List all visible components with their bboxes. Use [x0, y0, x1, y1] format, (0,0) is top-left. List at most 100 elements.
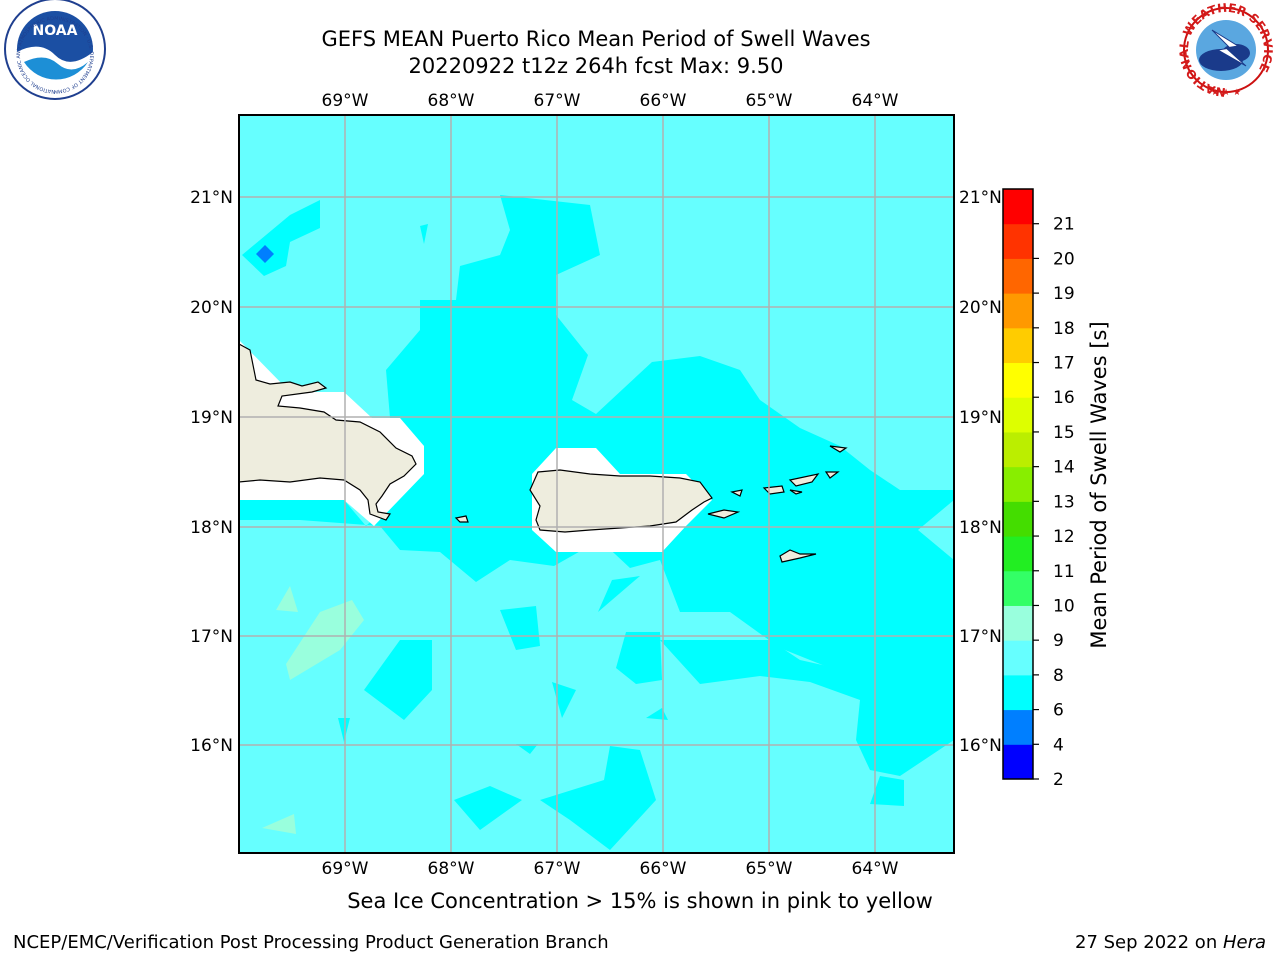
colorbar-swatch [1003, 536, 1033, 572]
contour-region-nw2 [420, 224, 428, 244]
colorbar-swatch [1003, 397, 1033, 433]
colorbar-swatch [1003, 640, 1033, 676]
lat-label-right: 17°N [959, 627, 1002, 647]
run-host-name: Hera [1222, 932, 1266, 953]
contour-region-small5 [338, 718, 350, 742]
lon-label-top: 66°W [640, 91, 687, 111]
lat-label-right: 19°N [959, 408, 1002, 428]
lon-label-top: 67°W [534, 91, 581, 111]
colorbar-swatch [1003, 362, 1033, 398]
lat-label-left: 20°N [190, 298, 233, 318]
contour-region-mid [500, 606, 540, 650]
lat-label-right: 20°N [959, 298, 1002, 318]
map-panel [238, 114, 955, 854]
contour-region-south [540, 746, 656, 850]
nws-stars-icon: ★ ★ ★ [1211, 88, 1241, 98]
contour-region-high3 [262, 814, 296, 834]
land-hispaniola [238, 342, 417, 521]
lon-label-bottom: 67°W [534, 859, 581, 879]
lat-label-left: 21°N [190, 188, 233, 208]
map-frame [238, 114, 955, 854]
nws-logo-icon: NATIONAL WEATHER SERVICE ★ ★ ★ [1177, 1, 1276, 99]
contour-region-sw2 [454, 786, 522, 830]
colorbar-swatch [1003, 674, 1033, 711]
colorbar-swatch [1003, 466, 1033, 502]
colorbar-swatches [1003, 189, 1033, 780]
lat-label-right: 18°N [959, 518, 1002, 538]
lon-label-top: 69°W [322, 91, 369, 111]
colorbar-tick-label: 2 [1053, 770, 1064, 790]
colorbar-swatch [1003, 570, 1033, 606]
lon-label-bottom: 69°W [322, 859, 369, 879]
colorbar-ticks: 2 4 6 8 9 10 11 12 13 14 15 16 17 18 19 20 21 [1033, 215, 1075, 790]
contour-region-north [239, 195, 954, 680]
colorbar-tick-label: 18 [1053, 319, 1075, 339]
contour-region-small4 [598, 576, 640, 612]
land-culebra [730, 489, 743, 497]
colorbar-swatch [1003, 709, 1033, 745]
colorbar-tick-label: 19 [1053, 284, 1075, 304]
colorbar-tick-label: 16 [1053, 388, 1075, 408]
lon-label-top: 64°W [852, 91, 899, 111]
colorbar-swatch [1003, 501, 1033, 537]
swell-contours [239, 195, 954, 850]
colorbar-tick-label: 12 [1053, 527, 1075, 547]
colorbar-tick-label: 4 [1053, 735, 1064, 755]
colorbar-tick-label: 8 [1053, 666, 1064, 686]
colorbar-swatch [1003, 327, 1033, 364]
contour-region-se [870, 776, 904, 806]
contour-region-small1 [552, 682, 576, 718]
lat-label-left: 19°N [190, 408, 233, 428]
colorbar-frame [1002, 188, 1034, 780]
colorbar-tick-label: 15 [1053, 423, 1075, 443]
contour-region-east [660, 640, 954, 776]
lon-label-bottom: 68°W [428, 859, 475, 879]
colorbar-tick-label: 11 [1053, 562, 1075, 582]
noaa-logo-icon: NOAA NATIONAL OCEANIC AND ATMOSPHERIC AD… [0, 0, 106, 100]
land-virgin-islands [762, 445, 848, 495]
colorbar-tick-label: 21 [1053, 215, 1075, 235]
noaa-logo-text: NOAA [33, 23, 78, 39]
contour-region-center [616, 632, 662, 684]
lat-label-left: 17°N [190, 627, 233, 647]
colorbar-swatch [1003, 431, 1033, 468]
lat-label-left: 16°N [190, 736, 233, 756]
lat-label-right: 16°N [959, 736, 1002, 756]
map-grid [239, 115, 954, 853]
contour-region-high2 [276, 586, 298, 612]
run-date-value: 27 Sep 2022 on [1075, 932, 1223, 953]
chart-title: GEFS MEAN Puerto Rico Mean Period of Swe… [321, 27, 871, 51]
colorbar-swatch [1003, 189, 1033, 225]
lon-label-bottom: 64°W [852, 859, 899, 879]
credit-text: NCEP/EMC/Verification Post Processing Pr… [13, 932, 609, 953]
land-areas [238, 342, 848, 563]
colorbar-tick-label: 9 [1053, 631, 1064, 651]
left-lat-labels: 21°N 20°N 19°N 18°N 17°N 16°N [190, 188, 233, 756]
top-lon-labels: 69°W 68°W 67°W 66°W 65°W 64°W [322, 91, 899, 111]
run-date-text: 27 Sep 2022 on Hera [1075, 932, 1266, 953]
land-puerto-rico [529, 469, 713, 533]
bottom-lon-labels: 69°W 68°W 67°W 66°W 65°W 64°W [322, 859, 899, 879]
colorbar-swatch [1003, 605, 1033, 641]
land-st-croix [779, 549, 817, 563]
colorbar-tick-label: 17 [1053, 354, 1075, 374]
contour-region-small3 [516, 744, 538, 754]
right-lat-labels: 21°N 20°N 19°N 18°N 17°N 16°N [959, 188, 1002, 756]
colorbar: 2 4 6 8 9 10 11 12 13 14 15 16 17 18 19 20 21 Mean Perio… [1001, 186, 1111, 790]
colorbar-tick-label: 13 [1053, 492, 1075, 512]
chart-subtitle: 20220922 t12z 264h fcst Max: 9.50 [408, 54, 784, 78]
contour-region-sw [364, 640, 432, 720]
colorbar-swatch [1003, 223, 1033, 259]
colorbar-swatch [1003, 293, 1033, 329]
colorbar-swatch [1003, 258, 1033, 294]
lon-label-top: 68°W [428, 91, 475, 111]
lat-label-left: 18°N [190, 518, 233, 538]
lon-label-bottom: 65°W [746, 859, 793, 879]
colorbar-tick-label: 14 [1053, 458, 1075, 478]
colorbar-tick-label: 20 [1053, 249, 1075, 269]
land-mona-island [454, 515, 469, 523]
colorbar-title: Mean Period of Swell Waves [s] [1087, 321, 1111, 648]
sea-ice-caption: Sea Ice Concentration > 15% is shown in … [347, 889, 933, 913]
land-vieques [707, 509, 741, 519]
